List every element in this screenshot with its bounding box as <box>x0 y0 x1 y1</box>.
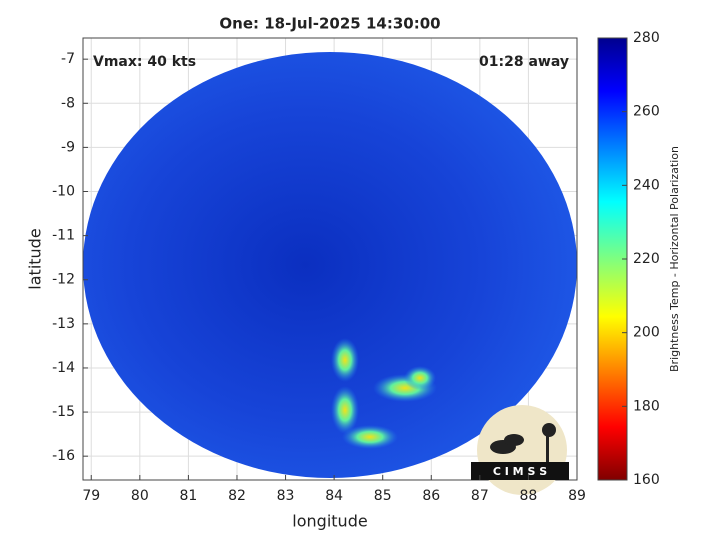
logo-dish <box>504 434 524 446</box>
x-tick-label: 79 <box>82 488 100 504</box>
y-tick-label: -10 <box>52 184 75 200</box>
colorbar-tick-label: 220 <box>633 251 660 267</box>
y-tick-label: -16 <box>52 448 75 464</box>
swath-disk <box>83 52 577 478</box>
y-tick-label: -8 <box>61 95 75 111</box>
warm-feature <box>342 425 398 449</box>
y-tick-label: -9 <box>61 139 75 155</box>
swath <box>83 52 577 478</box>
chart-title: One: 18-Jul-2025 14:30:00 <box>219 15 440 33</box>
y-tick-label: -14 <box>52 360 75 376</box>
y-axis-label: latitude <box>26 228 45 289</box>
y-tick-label: -12 <box>52 272 75 288</box>
x-tick-label: 88 <box>520 488 538 504</box>
x-tick-label: 82 <box>228 488 246 504</box>
logo: C I M S S <box>471 405 569 495</box>
warm-feature <box>331 386 359 434</box>
colorbar-tick-label: 160 <box>633 472 660 488</box>
x-tick-label: 89 <box>568 488 586 504</box>
logo-disk <box>477 405 567 495</box>
logo-bar <box>471 462 569 480</box>
logo-text: C I M S S <box>493 465 547 478</box>
x-tick-label: 81 <box>179 488 197 504</box>
colorbar-tick-label: 260 <box>633 104 660 120</box>
x-tick-label: 87 <box>471 488 489 504</box>
warm-feature <box>331 338 359 382</box>
y-tick-label: -13 <box>52 316 75 332</box>
y-tick-label: -15 <box>52 404 75 420</box>
colorbar-tick-label: 280 <box>633 30 660 46</box>
x-tick-label: 85 <box>374 488 392 504</box>
y-tick-label: -7 <box>61 51 75 67</box>
logo-tower <box>546 432 549 462</box>
colorbar-tick-label: 180 <box>633 398 660 414</box>
colorbar-tick-label: 240 <box>633 177 660 193</box>
warm-feature <box>404 366 436 390</box>
colorbar-tick-label: 200 <box>633 325 660 341</box>
annotation: Vmax: 40 kts <box>93 54 196 70</box>
logo-tank <box>542 423 556 437</box>
x-tick-label: 80 <box>131 488 149 504</box>
colorbar-label: Brightness Temp - Horizontal Polarizatio… <box>668 146 681 372</box>
x-axis-label: longitude <box>292 512 367 531</box>
x-tick-label: 84 <box>325 488 343 504</box>
plot-frame <box>82 37 578 481</box>
y-tick-label: -11 <box>52 228 75 244</box>
x-tick-label: 83 <box>277 488 295 504</box>
annotation: 01:28 away <box>479 54 569 70</box>
x-tick-label: 86 <box>422 488 440 504</box>
